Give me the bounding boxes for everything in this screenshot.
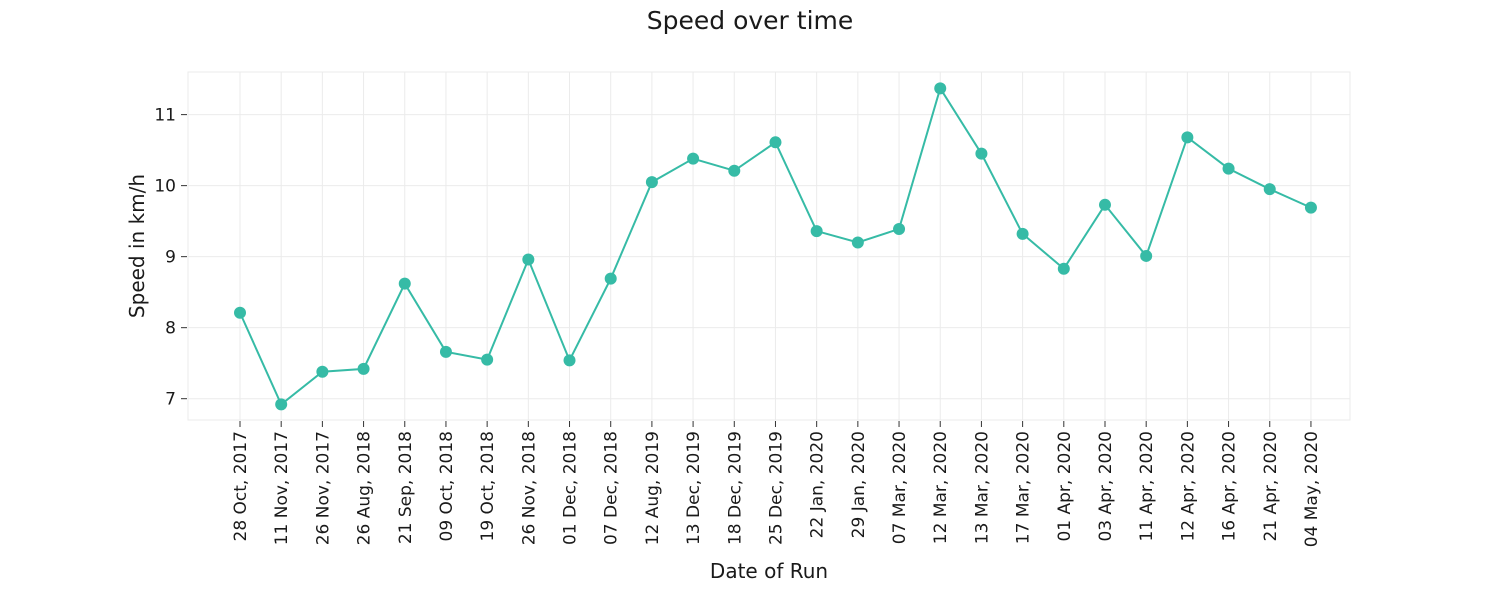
data-point (1057, 262, 1070, 275)
data-point (1181, 131, 1194, 144)
data-point (357, 362, 370, 375)
x-tick-label: 07 Mar, 2020 (890, 431, 910, 544)
x-tick-label: 16 Apr, 2020 (1220, 431, 1240, 542)
x-tick-label: 17 Mar, 2020 (1014, 431, 1034, 544)
data-point (439, 345, 452, 358)
data-point (728, 164, 741, 177)
x-tick-label: 26 Nov, 2018 (519, 431, 539, 545)
x-tick-label: 21 Sep, 2018 (396, 431, 416, 544)
data-point (769, 136, 782, 149)
data-point (1098, 198, 1111, 211)
data-point (1263, 183, 1276, 196)
y-tick-label: 8 (165, 319, 176, 339)
x-tick-label: 19 Oct, 2018 (478, 431, 498, 542)
x-tick-label: 29 Jan, 2020 (849, 431, 869, 538)
data-point (563, 354, 576, 367)
data-point (398, 277, 411, 290)
y-tick-label: 7 (165, 390, 176, 410)
chart-title: Speed over time (646, 6, 854, 35)
x-tick-label: 04 May, 2020 (1302, 431, 1322, 547)
data-point (522, 253, 535, 266)
data-point (275, 398, 288, 411)
x-tick-label: 07 Dec, 2018 (602, 431, 622, 545)
data-point (687, 152, 700, 165)
data-point (604, 272, 617, 285)
x-tick-label: 26 Nov, 2017 (313, 431, 333, 545)
y-axis-label: Speed in km/h (125, 174, 149, 318)
x-tick-label: 18 Dec, 2019 (725, 431, 745, 545)
plot-frame (187, 71, 1351, 421)
series-speed (234, 82, 1317, 411)
x-tick-label: 21 Apr, 2020 (1261, 431, 1281, 542)
x-tick-label: 13 Dec, 2019 (684, 431, 704, 545)
data-point (234, 306, 246, 319)
x-tick-label: 11 Apr, 2020 (1137, 431, 1157, 542)
data-point (975, 147, 988, 160)
x-tick-label: 09 Oct, 2018 (437, 431, 457, 542)
y-tick-label: 10 (154, 177, 176, 197)
data-point (481, 353, 494, 366)
data-point (810, 225, 823, 238)
y-tick-label: 11 (154, 106, 176, 126)
x-tick-label: 25 Dec, 2019 (766, 431, 786, 545)
x-axis-ticks: 28 Oct, 2017 11 Nov, 2017 26 Nov, 2017 26 A… (231, 421, 1322, 547)
data-point (316, 365, 329, 378)
x-tick-label: 01 Dec, 2018 (561, 431, 581, 545)
x-tick-label: 28 Oct, 2017 (231, 431, 251, 542)
x-tick-label: 22 Jan, 2020 (808, 431, 828, 538)
x-tick-label: 26 Aug, 2018 (355, 431, 375, 545)
y-tick-label: 9 (165, 248, 176, 268)
x-tick-label: 12 Aug, 2019 (643, 431, 663, 545)
data-point (893, 222, 906, 235)
x-tick-label: 12 Apr, 2020 (1178, 431, 1198, 542)
x-tick-label: 12 Mar, 2020 (931, 431, 951, 544)
y-axis-ticks: 7 8 9 10 11 (154, 106, 187, 410)
data-point (934, 82, 947, 95)
data-point (645, 176, 658, 189)
data-point (1304, 201, 1317, 214)
x-axis-label: Date of Run (710, 559, 828, 583)
x-tick-label: 01 Apr, 2020 (1055, 431, 1075, 542)
data-point (1140, 249, 1153, 262)
x-tick-label: 13 Mar, 2020 (972, 431, 992, 544)
data-point (851, 236, 864, 249)
x-tick-label: 11 Nov, 2017 (272, 431, 292, 545)
x-tick-label: 03 Apr, 2020 (1096, 431, 1116, 542)
data-point (1222, 162, 1235, 175)
data-point (1016, 227, 1029, 240)
